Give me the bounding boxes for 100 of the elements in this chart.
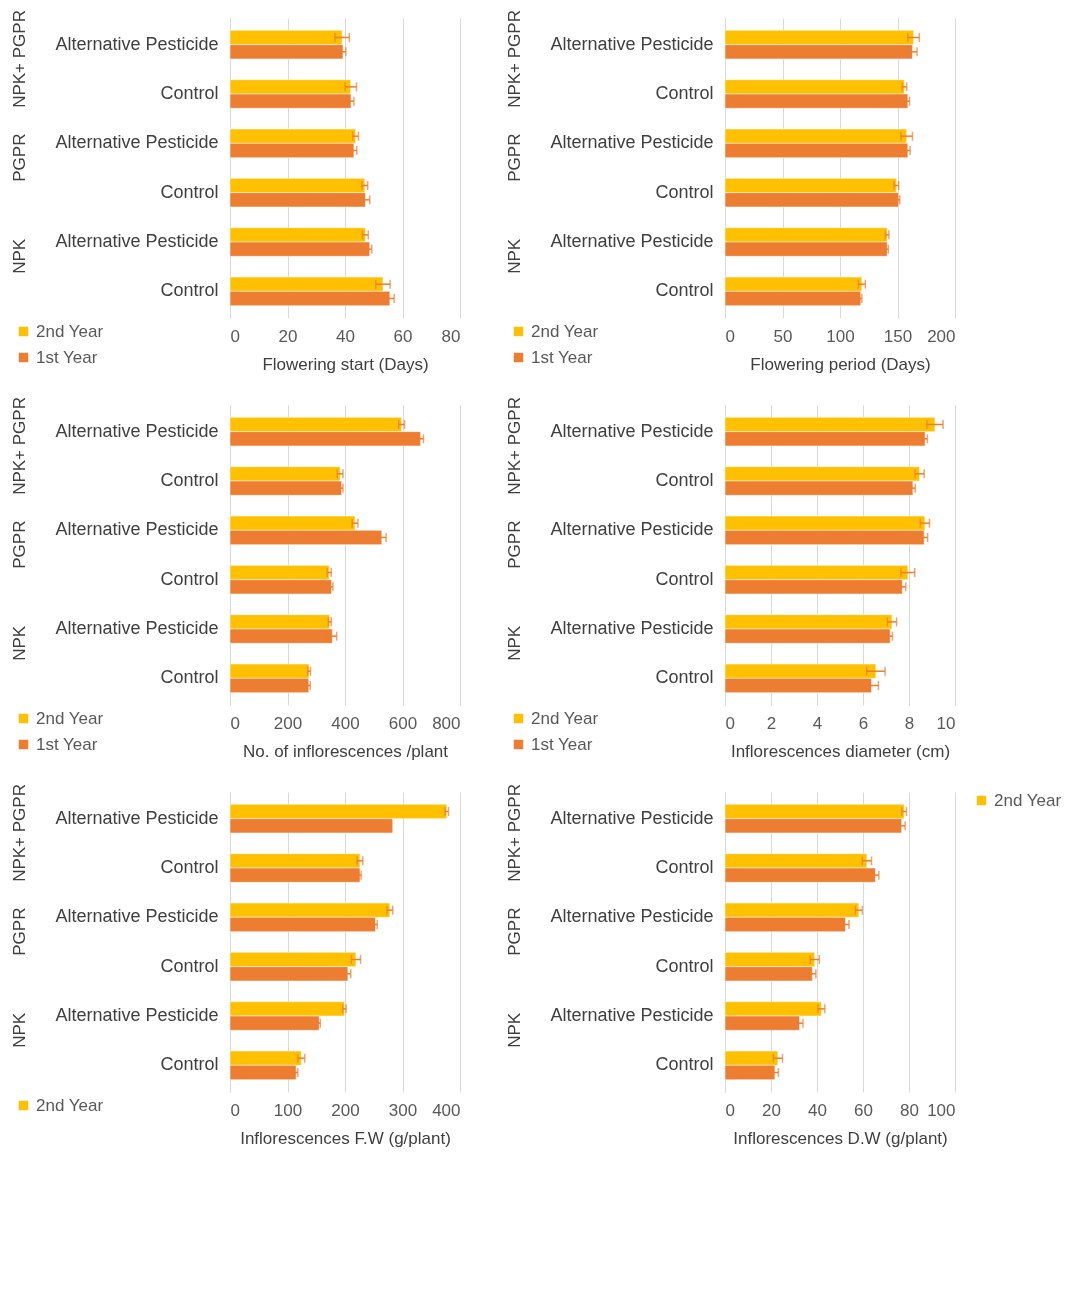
text: PGPR [505, 133, 524, 182]
legend-label: 2nd Year [36, 1095, 104, 1115]
x-tick-label: 800 [432, 713, 461, 733]
y-tick-label: Alternative Pesticide [55, 807, 219, 828]
y-tick-label: Control [160, 181, 219, 202]
x-tick-label: 20 [762, 1100, 781, 1120]
x-axis-title: Flowering period (Days) [750, 354, 931, 374]
legend-label: 2nd Year [36, 708, 104, 728]
y-tick-label: Control [160, 667, 219, 688]
y-tick-label: Control [160, 82, 219, 103]
legend-label: 2nd Year [531, 708, 599, 728]
y-tick-label: Alternative Pesticide [55, 132, 219, 153]
x-tick-label: 50 [773, 326, 793, 346]
x-tick-label: 40 [336, 326, 355, 346]
text: NPK [10, 238, 29, 274]
y-tick-label: Alternative Pesticide [550, 1005, 714, 1026]
text: NPK [505, 238, 524, 274]
y-tick-label: Control [655, 280, 714, 301]
y-tick-label: Alternative Pesticide [550, 231, 714, 252]
y-tick-label: Alternative Pesticide [550, 807, 714, 828]
text: NPK+ PGPR [10, 10, 29, 108]
y-tick-label: Alternative Pesticide [55, 618, 219, 639]
x-tick-label: 200 [331, 1100, 360, 1120]
text: PGPR [10, 133, 29, 182]
text: PGPR [10, 520, 29, 569]
x-tick-label: 400 [331, 713, 360, 733]
x-tick-label: 20 [278, 326, 298, 346]
y-tick-label: Control [655, 181, 714, 202]
text: NPK [10, 1012, 29, 1048]
y-tick-label: Control [655, 1054, 714, 1075]
y-tick-label: Alternative Pesticide [550, 33, 714, 54]
y-tick-label: Control [160, 856, 219, 877]
y-tick-label: Alternative Pesticide [55, 519, 219, 540]
x-axis-title: Inflorescences F.W (g/plant) [240, 1128, 451, 1148]
text: PGPR [505, 907, 524, 956]
y-tick-label: Alternative Pesticide [55, 420, 219, 441]
x-tick-label: 8 [904, 713, 915, 733]
text: NPK+ PGPR [10, 784, 29, 882]
legend-label: 1st Year [36, 347, 98, 367]
y-tick-label: Control [655, 82, 714, 103]
x-tick-label: 150 [883, 326, 913, 346]
x-tick-label: 200 [927, 326, 956, 346]
y-tick-label: Alternative Pesticide [55, 231, 219, 252]
y-tick-label: Control [655, 856, 714, 877]
legend-label: 1st Year [531, 734, 593, 754]
y-tick-label: Alternative Pesticide [550, 618, 714, 639]
x-axis-title: No. of inflorescences /plant [242, 741, 449, 761]
x-tick-label: 300 [388, 1100, 418, 1120]
legend-label: 2nd Year [36, 321, 104, 341]
text: PGPR [10, 907, 29, 956]
text: NPK [505, 1012, 524, 1048]
x-tick-label: 10 [936, 713, 956, 733]
x-tick-label: 0 [725, 1100, 735, 1120]
x-tick-label: 0 [230, 713, 240, 733]
x-tick-label: 100 [273, 1100, 303, 1120]
y-tick-label: Control [160, 1054, 219, 1075]
x-axis-title: Inflorescences D.W (g/plant) [733, 1128, 948, 1148]
x-tick-label: 100 [826, 326, 855, 346]
x-tick-label: 60 [854, 1100, 873, 1120]
text: NPK+ PGPR [505, 784, 524, 882]
y-tick-label: Control [655, 568, 714, 589]
text: NPK+ PGPR [505, 10, 524, 108]
x-tick-label: 0 [725, 326, 735, 346]
text: PGPR [505, 520, 524, 569]
y-tick-label: Control [655, 667, 714, 688]
y-tick-label: Alternative Pesticide [55, 1005, 219, 1026]
x-tick-label: 6 [858, 713, 869, 733]
x-tick-label: 100 [927, 1100, 956, 1120]
x-tick-label: 400 [432, 1100, 461, 1120]
legend-label: 2nd Year [531, 321, 599, 341]
x-tick-label: 0 [230, 1100, 240, 1120]
x-tick-label: 2 [766, 713, 777, 733]
y-tick-label: Alternative Pesticide [55, 33, 219, 54]
x-tick-label: 80 [441, 326, 461, 346]
y-tick-label: Alternative Pesticide [550, 906, 714, 927]
x-axis-title: Inflorescences diameter (cm) [730, 741, 951, 761]
y-tick-label: Control [160, 955, 219, 976]
legend-label: 2nd Year [994, 790, 1062, 810]
legend-label: 1st Year [531, 347, 593, 367]
y-tick-label: Control [655, 955, 714, 976]
text: NPK+ PGPR [505, 397, 524, 495]
y-tick-label: Control [160, 469, 219, 490]
text: NPK [505, 625, 524, 661]
x-tick-label: 60 [393, 326, 413, 346]
x-tick-label: 0 [725, 713, 735, 733]
text: NPK [10, 625, 29, 661]
y-tick-label: Alternative Pesticide [550, 132, 714, 153]
x-axis-title: Flowering start (Days) [262, 354, 429, 374]
x-tick-label: 0 [230, 326, 240, 346]
y-tick-label: Control [655, 469, 714, 490]
x-tick-label: 4 [812, 713, 823, 733]
y-tick-label: Alternative Pesticide [550, 420, 714, 441]
x-tick-label: 600 [388, 713, 418, 733]
x-tick-label: 200 [273, 713, 303, 733]
legend-label: 1st Year [36, 734, 98, 754]
x-tick-label: 40 [808, 1100, 827, 1120]
y-tick-label: Alternative Pesticide [550, 519, 714, 540]
y-tick-label: Control [160, 568, 219, 589]
y-tick-label: Alternative Pesticide [55, 906, 219, 927]
text: NPK+ PGPR [10, 397, 29, 495]
